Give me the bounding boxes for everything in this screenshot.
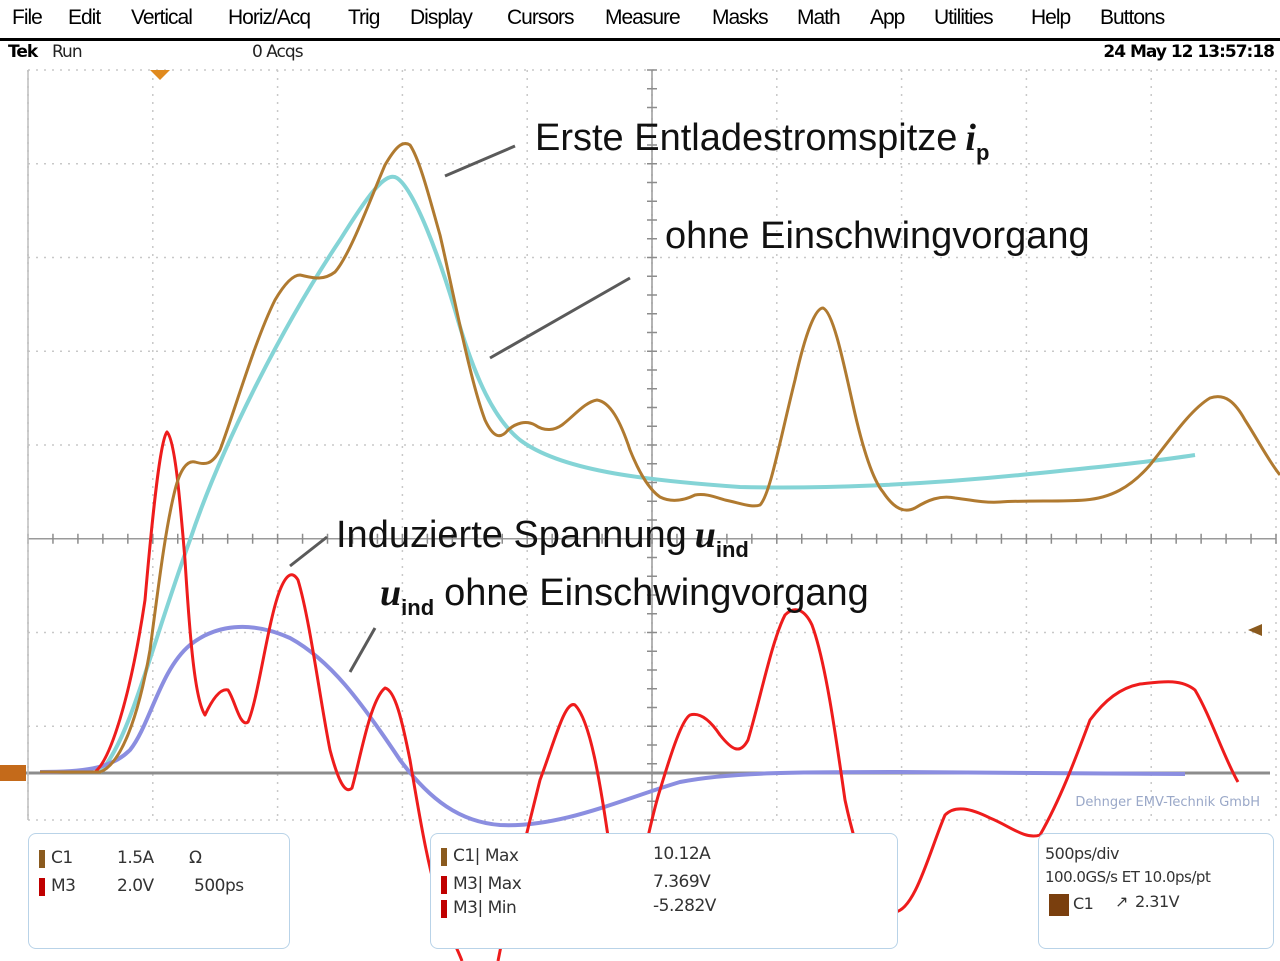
watermark: Dehnger EMV-Technik GmbH [1075, 795, 1260, 810]
induced-annotation: Induzierte Spannung uind [336, 514, 749, 562]
status-bar: Tek Run 0 Acqs 24 May 12 13:57:18 [0, 41, 1280, 67]
trigger-level-marker[interactable] [1248, 624, 1262, 636]
menu-math[interactable]: Math [797, 6, 841, 29]
trigger-source-chip [1049, 894, 1069, 916]
meas-row-2-chip [441, 876, 447, 894]
trigger-level: 2.31V [1135, 892, 1180, 911]
trigger-position-marker[interactable] [150, 70, 170, 80]
meas-row-3-label: M3| Min [453, 898, 517, 918]
brand-label: Tek [8, 42, 38, 62]
c1-label: C1 [51, 848, 73, 868]
acquisition-count: 0 Acqs [252, 42, 304, 62]
graticule [0, 69, 1277, 821]
meas-row-1-value: 10.12A [653, 844, 711, 864]
no-ringing-annotation: ohne Einschwingvorgang [665, 215, 1090, 257]
menu-trig[interactable]: Trig [348, 6, 380, 29]
annotation-layer: Erste Entladestromspitze ip ohne Einschwi… [289, 117, 1260, 810]
trigger-source: C1 [1073, 894, 1094, 913]
menu-masks[interactable]: Masks [712, 6, 769, 29]
menu-measure[interactable]: Measure [605, 6, 681, 29]
m3-time: 500ps [194, 876, 244, 896]
c1-unit: Ω [189, 848, 202, 868]
menu-divider [0, 38, 1280, 41]
meas-row-1-label: C1| Max [453, 846, 519, 866]
c1-color-chip [39, 850, 45, 868]
c1-trace [40, 142, 1280, 774]
meas-row-2-value: 7.369V [653, 872, 711, 892]
m3-label: M3 [51, 876, 76, 896]
m3-trace [40, 430, 1240, 961]
no-ringing-pointer-line [489, 276, 631, 360]
datetime-stamp: 24 May 12 13:57:18 [1103, 42, 1275, 62]
trigger-slope-icon: ↗ [1115, 892, 1128, 911]
m3-scale: 2.0V [117, 876, 154, 896]
menu-cursors[interactable]: Cursors [507, 6, 575, 29]
peak-pointer-line [444, 144, 516, 178]
measurement-readout[interactable]: C1| Max 10.12A M3| Max 7.369V M3| Min -5… [430, 833, 898, 949]
induced-no-ringing-annotation: uind ohne Einschwingvorgang [380, 572, 869, 620]
menu-utilities[interactable]: Utilities [934, 6, 994, 29]
meas-row-3-value: -5.282V [653, 896, 716, 916]
peak-annotation: Erste Entladestromspitze ip [535, 117, 989, 165]
sample-rate: 100.0GS/s ET 10.0ps/pt [1045, 868, 1211, 886]
run-state: Run [52, 42, 83, 62]
induced-pointer-line [289, 535, 328, 568]
menu-app[interactable]: App [870, 6, 905, 29]
c1-scale: 1.5A [117, 848, 154, 868]
timebase-readout[interactable]: 500ps/div 100.0GS/s ET 10.0ps/pt C1 ↗ 2.… [1038, 833, 1274, 949]
menu-bar: File Edit Vertical Horiz/Acq Trig Display Curs… [0, 0, 1280, 38]
meas-row-2-label: M3| Max [453, 874, 522, 894]
channel-readout[interactable]: C1 1.5A Ω M3 2.0V 500ps [28, 833, 290, 949]
menu-display[interactable]: Display [410, 6, 473, 29]
menu-horizacq[interactable]: Horiz/Acq [228, 6, 311, 29]
menu-help[interactable]: Help [1031, 6, 1071, 29]
m3-smooth-trace [39, 624, 1186, 828]
menu-file[interactable]: File [12, 6, 43, 29]
horizontal-scale: 500ps/div [1045, 844, 1120, 863]
menu-buttons[interactable]: Buttons [1100, 6, 1165, 29]
menu-vertical[interactable]: Vertical [131, 6, 193, 29]
induced-no-ringing-pointer-line [348, 627, 377, 673]
channel-ground-marker[interactable] [0, 765, 26, 781]
m3-color-chip [39, 878, 45, 896]
meas-row-3-chip [441, 900, 447, 918]
meas-row-1-chip [441, 848, 447, 866]
c1-smooth-trace [98, 174, 1196, 774]
menu-edit[interactable]: Edit [68, 6, 101, 29]
